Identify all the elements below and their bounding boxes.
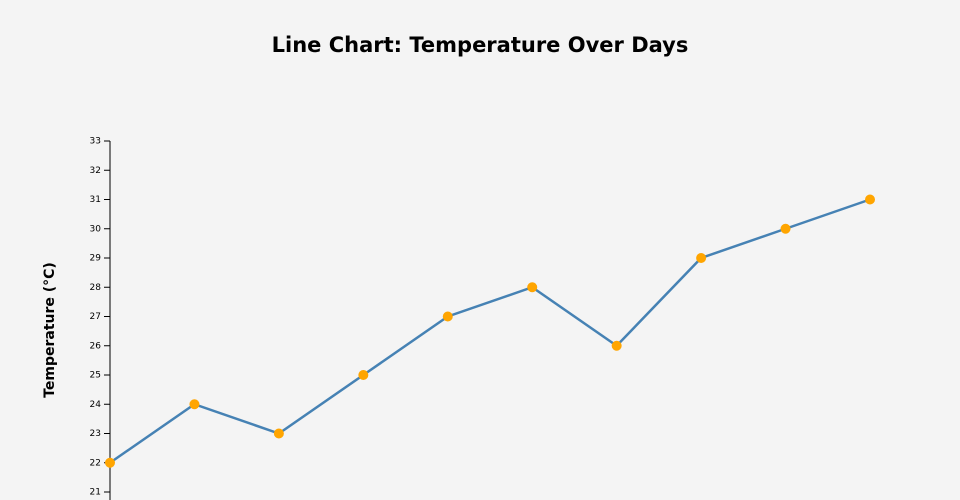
point (273, 428, 284, 439)
point (189, 399, 200, 410)
y-tick-label: 30 (90, 224, 102, 234)
chart-title: Line Chart: Temperature Over Days (272, 33, 689, 57)
y-tick-label: 29 (90, 254, 102, 264)
y-tick-label: 31 (90, 195, 101, 205)
y-tick-label: 22 (90, 458, 101, 468)
y-tick-label: 25 (90, 371, 101, 381)
point (696, 253, 707, 263)
point (611, 340, 622, 351)
point (358, 370, 369, 380)
y-tick-label: 24 (90, 400, 102, 410)
point (865, 194, 875, 205)
y-tick-label: 21 (90, 488, 101, 498)
point (527, 282, 538, 293)
point (442, 311, 453, 322)
y-tick-label: 33 (90, 137, 101, 147)
y-tick-label: 28 (90, 283, 102, 293)
point (105, 457, 115, 468)
y-tick-label: 27 (90, 312, 101, 322)
y-tick-label: 26 (90, 341, 102, 351)
y-axis-label: Temperature (°C) (42, 262, 58, 398)
point (780, 223, 791, 234)
y-tick-label: 23 (90, 429, 101, 439)
y-tick-label: 32 (90, 166, 101, 176)
line (109, 198, 871, 464)
